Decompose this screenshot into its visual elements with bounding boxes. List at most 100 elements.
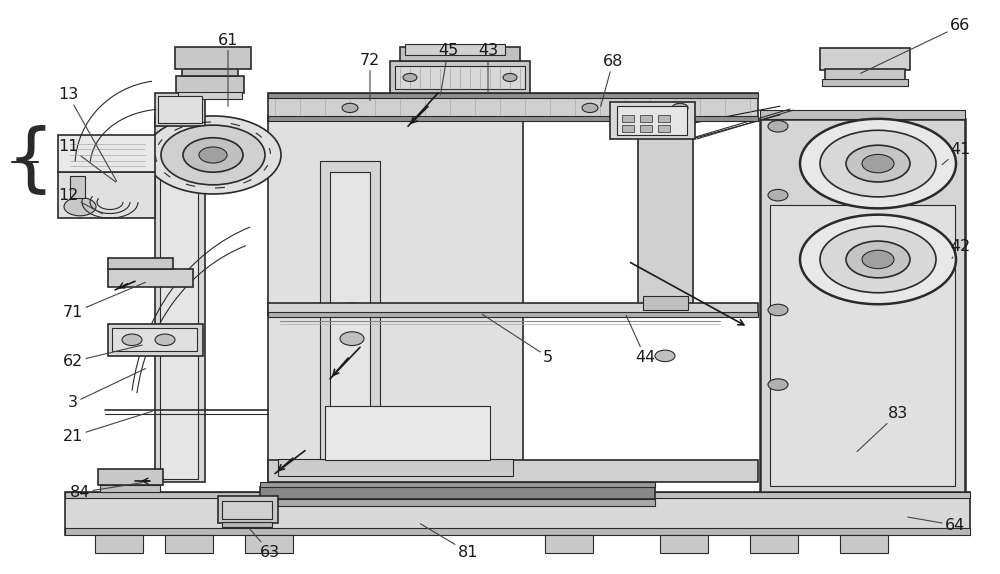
Circle shape (862, 250, 894, 269)
Bar (65, 492, 970, 498)
Bar (182, 64, 238, 76)
Text: 62: 62 (63, 345, 142, 369)
Circle shape (800, 119, 956, 208)
Bar (390, 61, 530, 93)
Bar (65, 528, 970, 535)
Bar (760, 119, 965, 492)
Text: 11: 11 (58, 139, 116, 182)
Bar (825, 69, 905, 80)
Bar (640, 125, 652, 132)
Circle shape (199, 147, 227, 163)
Bar (178, 92, 242, 99)
Bar (175, 47, 251, 69)
Bar (158, 96, 202, 123)
Text: 42: 42 (950, 239, 970, 258)
Bar (268, 303, 758, 315)
Bar (112, 328, 197, 351)
Circle shape (145, 116, 281, 194)
Circle shape (122, 334, 142, 346)
Circle shape (672, 103, 688, 113)
Bar (58, 135, 155, 172)
Text: 84: 84 (70, 483, 142, 500)
Circle shape (768, 121, 788, 132)
Bar (155, 93, 205, 126)
Circle shape (503, 73, 517, 82)
Bar (222, 501, 272, 519)
Bar (268, 116, 758, 121)
Bar (160, 129, 198, 479)
Circle shape (768, 379, 788, 390)
Bar (400, 47, 520, 61)
Bar (268, 312, 758, 317)
Text: 72: 72 (360, 53, 380, 100)
Circle shape (155, 334, 175, 346)
Text: 12: 12 (58, 188, 103, 214)
Circle shape (846, 241, 910, 278)
Bar (260, 487, 655, 499)
Bar (640, 115, 652, 122)
Bar (108, 269, 193, 287)
Text: {: { (6, 125, 54, 199)
Circle shape (64, 197, 96, 216)
Circle shape (161, 125, 265, 185)
Circle shape (862, 154, 894, 173)
Circle shape (403, 73, 417, 82)
Text: 43: 43 (478, 43, 498, 92)
Circle shape (582, 103, 598, 113)
Circle shape (846, 145, 910, 182)
Text: 66: 66 (861, 18, 970, 73)
Bar (165, 535, 213, 553)
Bar (325, 406, 490, 460)
Bar (222, 522, 272, 527)
Text: 3: 3 (68, 369, 145, 410)
Text: 83: 83 (857, 406, 908, 452)
Bar (822, 79, 908, 86)
Bar (770, 205, 955, 486)
Bar (155, 115, 205, 482)
Text: 21: 21 (63, 411, 152, 444)
Circle shape (183, 138, 243, 172)
Bar (95, 535, 143, 553)
Bar (750, 535, 798, 553)
Text: 41: 41 (942, 142, 970, 165)
Bar (320, 161, 380, 459)
Bar (840, 535, 888, 553)
Bar (660, 535, 708, 553)
Bar (278, 459, 513, 476)
Bar (245, 535, 293, 553)
Bar (260, 482, 655, 487)
Bar (70, 176, 85, 198)
Text: 45: 45 (438, 43, 458, 95)
Bar (100, 485, 160, 492)
Bar (638, 121, 693, 313)
Bar (98, 469, 163, 485)
Bar (395, 66, 525, 89)
Bar (268, 115, 523, 482)
Bar (760, 110, 965, 119)
Bar (405, 44, 505, 55)
Bar (658, 115, 670, 122)
Bar (268, 93, 758, 121)
Bar (58, 172, 155, 218)
Text: 81: 81 (420, 523, 478, 560)
Bar (658, 125, 670, 132)
Circle shape (820, 130, 936, 197)
Bar (260, 499, 655, 506)
Text: 13: 13 (58, 87, 117, 181)
Bar (622, 125, 634, 132)
Bar (643, 296, 688, 310)
Bar (268, 460, 758, 482)
Circle shape (340, 303, 364, 317)
Bar (218, 496, 278, 523)
Circle shape (820, 226, 936, 293)
Bar (622, 115, 634, 122)
Text: 64: 64 (908, 517, 965, 533)
Bar (610, 102, 695, 139)
Circle shape (340, 332, 364, 346)
Text: 61: 61 (218, 33, 238, 106)
Bar (617, 106, 687, 135)
Text: 68: 68 (601, 54, 623, 106)
Bar (176, 76, 244, 93)
Circle shape (768, 304, 788, 316)
Circle shape (342, 103, 358, 113)
